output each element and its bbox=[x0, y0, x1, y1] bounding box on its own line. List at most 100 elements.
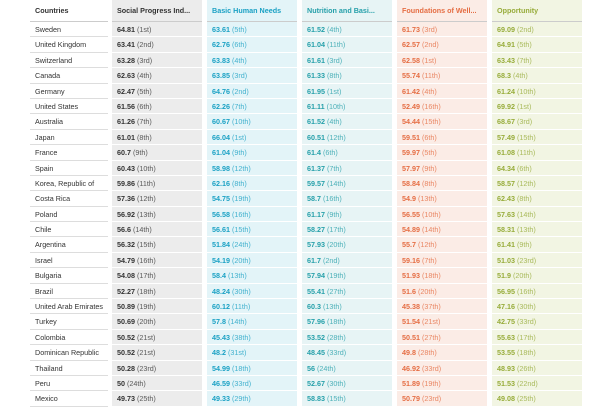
score-rank: (4th) bbox=[137, 71, 152, 81]
score-value: 45.38 bbox=[402, 302, 420, 312]
country-cell: Poland bbox=[30, 207, 108, 223]
score-value: 51.9 bbox=[497, 271, 511, 281]
score-rank: (8th) bbox=[517, 194, 532, 204]
score-value: 60.51 bbox=[307, 132, 325, 142]
score-rank: (27th) bbox=[422, 332, 441, 342]
score-value: 51.89 bbox=[402, 378, 420, 388]
score-rank: (18th) bbox=[137, 286, 156, 296]
score-cell: 62.76 (6th) bbox=[207, 37, 297, 53]
score-rank: (16th) bbox=[422, 101, 441, 111]
score-value: 59.86 bbox=[117, 178, 135, 188]
country-cell: United States bbox=[30, 99, 108, 115]
score-rank: (27th) bbox=[327, 286, 346, 296]
table-row: Israel 54.79 (16th) 54.19 (20th) 61.7 (2nd) 59.… bbox=[30, 252, 590, 269]
score-rank: (14th) bbox=[327, 178, 346, 188]
score-rank: (30th) bbox=[232, 286, 251, 296]
score-rank: (11th) bbox=[137, 178, 156, 188]
score-value: 60.67 bbox=[212, 117, 230, 127]
score-cell: 61.26 (7th) bbox=[112, 114, 202, 130]
score-value: 56.6 bbox=[117, 225, 131, 235]
score-value: 52.67 bbox=[307, 378, 325, 388]
score-rank: (18th) bbox=[422, 271, 441, 281]
country-cell: Turkey bbox=[30, 314, 108, 330]
score-value: 63.61 bbox=[212, 25, 230, 34]
score-rank: (13th) bbox=[323, 302, 342, 312]
score-rank: (8th) bbox=[232, 178, 247, 188]
score-cell: 48.24 (30th) bbox=[207, 283, 297, 300]
country-cell: France bbox=[30, 145, 108, 161]
score-value: 47.16 bbox=[497, 302, 515, 312]
score-cell: 50 (24th) bbox=[112, 375, 202, 392]
score-cell: 57.49 (15th) bbox=[492, 129, 582, 146]
score-cell: 60.12 (11th) bbox=[207, 299, 297, 315]
score-value: 58.4 bbox=[212, 271, 226, 281]
score-cell: 58.7 (16th) bbox=[302, 191, 392, 207]
score-rank: (23rd) bbox=[137, 363, 157, 373]
score-cell: 50.79 (23rd) bbox=[397, 391, 487, 407]
score-cell: 55.7 (12th) bbox=[397, 237, 487, 253]
table-row: United Kingdom 63.41 (2nd) 62.76 (6th) 61.04(… bbox=[30, 37, 590, 53]
score-value: 61.52 bbox=[307, 25, 325, 34]
score-value: 69.92 bbox=[497, 101, 515, 111]
score-rank: (15th) bbox=[327, 394, 346, 404]
table-row: Australia 61.26 (7th) 60.67 (10th) 61.52 (4th)… bbox=[30, 114, 590, 130]
score-value: 64.34 bbox=[497, 163, 515, 173]
score-cell: 58.83 (15th) bbox=[302, 391, 392, 407]
country-cell: Costa Rica bbox=[30, 191, 108, 207]
score-rank: (24th) bbox=[317, 363, 336, 373]
score-rank: (30th) bbox=[327, 378, 346, 388]
score-value: 48.93 bbox=[497, 363, 515, 373]
score-rank: (17th) bbox=[327, 225, 346, 235]
score-rank: (29th) bbox=[232, 394, 251, 404]
score-value: 62.47 bbox=[117, 86, 135, 96]
score-cell: 48.45 (33rd) bbox=[302, 345, 392, 361]
column-header: Basic Human Needs bbox=[207, 0, 297, 22]
score-cell: 61.52 (4th) bbox=[302, 114, 392, 130]
score-cell: 59.16 (7th) bbox=[397, 252, 487, 269]
table-row: Argentina 56.32 (15th) 51.84 (24th) 57.93 (20t… bbox=[30, 237, 590, 253]
score-cell: 56.95 (16th) bbox=[492, 283, 582, 300]
table-row: Korea, Republic of 59.86 (11th) 62.16 (8th) 5… bbox=[30, 175, 590, 192]
score-value: 53.55 bbox=[497, 348, 515, 358]
score-rank: (33rd) bbox=[232, 378, 252, 388]
score-rank: (14th) bbox=[228, 317, 247, 327]
score-value: 66.04 bbox=[212, 132, 230, 142]
score-rank: (3rd) bbox=[327, 55, 343, 65]
score-rank: (11th) bbox=[422, 71, 441, 81]
score-rank: (6th) bbox=[323, 148, 338, 158]
column-header: Foundations of Well... bbox=[397, 0, 487, 22]
score-cell: 46.92 (33rd) bbox=[397, 360, 487, 376]
score-value: 55.41 bbox=[307, 286, 325, 296]
score-value: 54.9 bbox=[402, 194, 416, 204]
score-value: 57.96 bbox=[307, 317, 325, 327]
score-cell: 57.63 (14th) bbox=[492, 206, 582, 223]
score-value: 61.42 bbox=[402, 86, 420, 96]
score-rank: (14th) bbox=[422, 225, 441, 235]
score-cell: 56.92 (13th) bbox=[112, 206, 202, 223]
score-value: 58.31 bbox=[497, 225, 515, 235]
score-value: 61.73 bbox=[402, 25, 420, 34]
score-cell: 54.79 (16th) bbox=[112, 252, 202, 269]
column-header: Social Progress Ind... bbox=[112, 0, 202, 22]
score-rank: (1st) bbox=[232, 132, 247, 142]
score-rank: (12th) bbox=[418, 240, 437, 250]
score-value: 63.85 bbox=[212, 71, 230, 81]
score-value: 51.54 bbox=[402, 317, 420, 327]
score-cell: 54.75 (19th) bbox=[207, 191, 297, 207]
score-value: 63.41 bbox=[117, 40, 135, 50]
score-rank: (1st) bbox=[517, 101, 532, 111]
score-rank: (18th) bbox=[517, 348, 536, 358]
score-cell: 69.92 (1st) bbox=[492, 98, 582, 115]
score-value: 61.11 bbox=[307, 101, 325, 111]
score-rank: (13th) bbox=[517, 225, 536, 235]
score-value: 54.99 bbox=[212, 363, 230, 373]
score-cell: 49.33 (29th) bbox=[207, 391, 297, 407]
score-rank: (17th) bbox=[137, 271, 156, 281]
score-value: 61.61 bbox=[307, 55, 325, 65]
country-cell: Canada bbox=[30, 68, 108, 84]
score-rank: (21st) bbox=[422, 317, 441, 327]
score-rank: (24th) bbox=[127, 378, 146, 388]
score-rank: (8th) bbox=[137, 132, 152, 142]
score-cell: 53.55 (18th) bbox=[492, 345, 582, 361]
score-value: 56.61 bbox=[212, 225, 230, 235]
